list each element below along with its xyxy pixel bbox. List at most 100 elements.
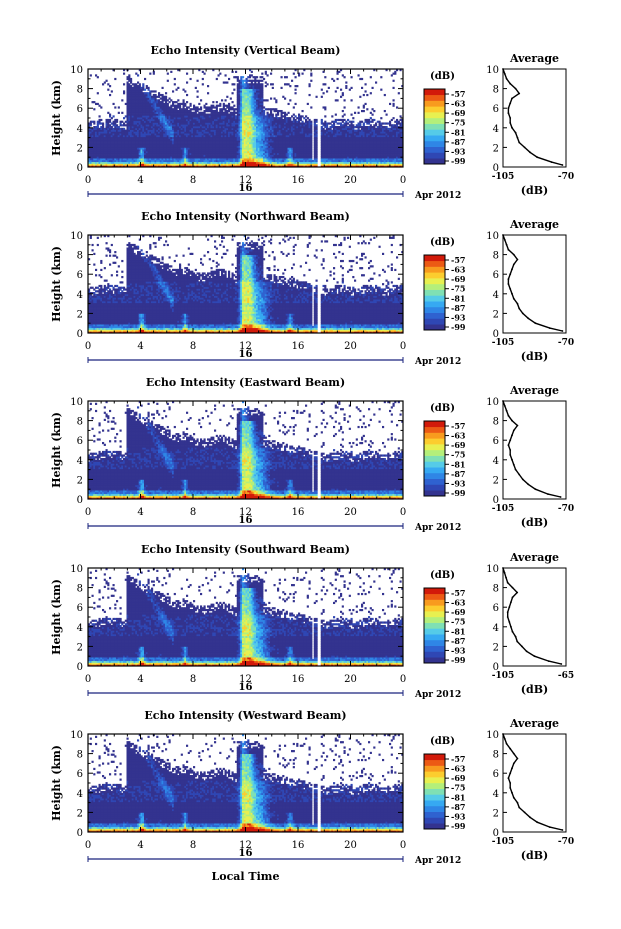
heatmap-cell (118, 112, 120, 114)
heatmap-cell (233, 105, 235, 107)
heatmap-cell (198, 103, 200, 105)
heatmap-cell (302, 110, 304, 112)
heatmap-cell (270, 73, 272, 75)
heatmap-cell (116, 119, 118, 121)
heatmap-cell (139, 83, 141, 85)
heatmap-cell (90, 74, 92, 76)
heatmap-cell (113, 115, 115, 117)
heatmap-cell (111, 90, 113, 92)
heatmap-cell (109, 85, 111, 87)
heatmap-cell (121, 112, 123, 114)
heatmap-cell (337, 99, 339, 101)
heatmap-cell (97, 92, 99, 94)
heatmap-cell (100, 119, 102, 121)
heatmap-cell (225, 74, 227, 76)
heatmap-cell (295, 89, 297, 91)
heatmap-cell (212, 101, 214, 103)
heatmap-cell (289, 85, 291, 87)
heatmap-cell (197, 90, 199, 92)
heatmap-cell (186, 81, 188, 83)
heatmap-cell (207, 92, 209, 94)
heatmap-cell (289, 99, 291, 101)
heatmap-cell (321, 96, 323, 98)
heatmap-cell (93, 121, 95, 123)
heatmap-cell (270, 98, 272, 100)
heatmap-cell (202, 78, 204, 80)
heatmap-cell (232, 92, 234, 94)
heatmap-cell (337, 78, 339, 80)
heatmap-cell (172, 90, 174, 92)
heatmap-cell (267, 99, 269, 101)
heatmap-cell (200, 106, 202, 108)
heatmap-cell (219, 103, 221, 105)
heatmap-cell (174, 78, 176, 80)
heatmap-cell (205, 103, 207, 105)
heatmap-cell (226, 81, 228, 83)
heatmap-cell (109, 94, 111, 96)
heatmap-cell (184, 90, 186, 92)
heatmap-cell (324, 83, 326, 85)
heatmap-cell (272, 87, 274, 89)
heatmap-cell (281, 76, 283, 78)
heatmap-cell (316, 96, 318, 98)
heatmap-cell (263, 78, 265, 80)
heatmap-cell (328, 87, 330, 89)
heatmap-cell (335, 90, 337, 92)
heatmap-cell (190, 103, 192, 105)
heatmap-cell (114, 78, 116, 80)
heatmap-cell (228, 78, 230, 80)
heatmap-cell (321, 119, 323, 121)
heatmap-cell (170, 71, 172, 73)
heatmap-cell (177, 87, 179, 89)
heatmap-cell (284, 98, 286, 100)
heatmap-cell (186, 94, 188, 96)
heatmap-cell (121, 99, 123, 101)
heatmap-cell (295, 92, 297, 94)
heatmap-cell (333, 80, 335, 82)
heatmap-cell (130, 78, 132, 80)
heatmap-cell (148, 87, 150, 89)
heatmap-cell (235, 71, 237, 73)
heatmap-cell (204, 73, 206, 75)
heatmap-cell (142, 83, 144, 85)
heatmap-cell (190, 78, 192, 80)
heatmap-cell (242, 76, 244, 78)
heatmap-cell (326, 90, 328, 92)
heatmap-cell (93, 108, 95, 110)
heatmap-cell (102, 122, 104, 124)
heatmap-cell (144, 78, 146, 80)
heatmap-cell (288, 112, 290, 114)
heatmap-cell (233, 89, 235, 91)
heatmap-cell (324, 76, 326, 78)
heatmap-cell (237, 76, 239, 78)
heatmap-cell (324, 106, 326, 108)
heatmap-cell (197, 80, 199, 82)
heatmap-cell (288, 103, 290, 105)
heatmap-cell (216, 101, 218, 103)
heatmap-cell (162, 87, 164, 89)
heatmap-cell (251, 71, 253, 73)
heatmap-cell (99, 115, 101, 117)
heatmap-cell (323, 92, 325, 94)
heatmap-cell (316, 119, 318, 121)
heatmap-cell (272, 114, 274, 116)
heatmap-cell (296, 85, 298, 87)
heatmap-cell (291, 80, 293, 82)
heatmap-cell (265, 71, 267, 73)
heatmap-cell (165, 92, 167, 94)
heatmap-cell (195, 87, 197, 89)
heatmap-cell (309, 94, 311, 96)
heatmap-cell (219, 73, 221, 75)
heatmap-cell (114, 106, 116, 108)
heatmap-cell (228, 103, 230, 105)
heatmap-cell (307, 103, 309, 105)
heatmap-cell (267, 83, 269, 85)
heatmap-cell (109, 114, 111, 116)
heatmap-cell (123, 90, 125, 92)
heatmap-cell (295, 103, 297, 105)
heatmap-cell (316, 124, 318, 126)
heatmap-cell (310, 80, 312, 82)
heatmap-cell (207, 85, 209, 87)
heatmap-cell (107, 89, 109, 91)
chart-panel-0: Echo Intensity (Vertical Beam)0 4 8 12 16 20 0… (50, 44, 574, 201)
